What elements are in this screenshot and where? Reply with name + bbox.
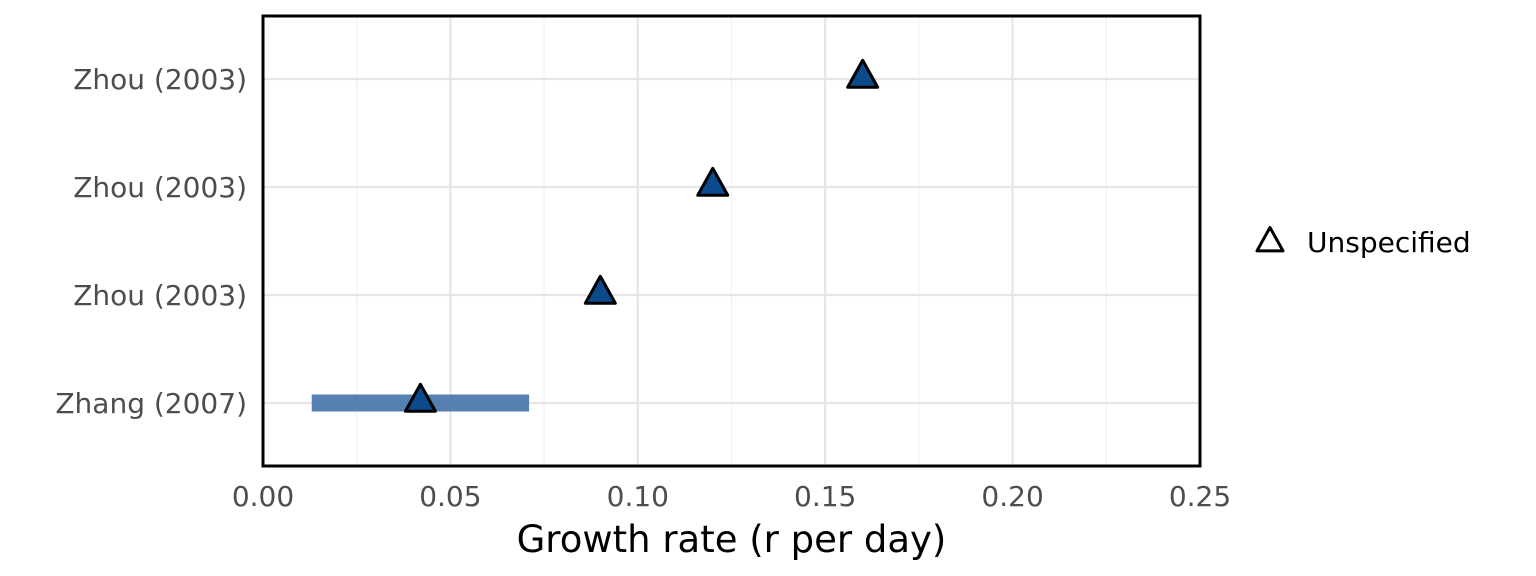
x-tick-label: 0.25: [1169, 480, 1231, 513]
plot-panel-border: [261, 14, 1202, 468]
legend-label-unspecified: Unspecified: [1307, 226, 1471, 259]
y-tick-label: Zhou (2003): [73, 63, 247, 96]
x-axis-tick-labels: 0.00 0.05 0.10 0.15 0.20 0.25: [232, 480, 1231, 513]
y-tick-label: Zhou (2003): [73, 171, 247, 204]
x-tick-label: 0.00: [232, 480, 294, 513]
estimate-triangle-marker: [696, 166, 730, 197]
minor-gridlines: [356, 16, 1107, 466]
x-tick-label: 0.10: [607, 480, 669, 513]
x-tick-label: 0.15: [794, 480, 856, 513]
x-tick-label: 0.05: [419, 480, 481, 513]
legend-triangle-icon: [1255, 225, 1285, 253]
y-tick-label: Zhang (2007): [55, 387, 247, 420]
estimate-triangle-marker: [846, 58, 880, 89]
y-axis-labels: Zhou (2003) Zhou (2003) Zhou (2003) Zhang (…: [55, 63, 247, 420]
x-tick-label: 0.20: [981, 480, 1043, 513]
estimate-triangle-marker: [583, 274, 617, 305]
estimate-markers: [403, 58, 880, 413]
estimate-triangle-marker: [403, 382, 437, 413]
legend: Unspecified: [1255, 225, 1471, 259]
y-tick-label: Zhou (2003): [73, 279, 247, 312]
x-axis-title: Growth rate (r per day): [517, 518, 947, 561]
